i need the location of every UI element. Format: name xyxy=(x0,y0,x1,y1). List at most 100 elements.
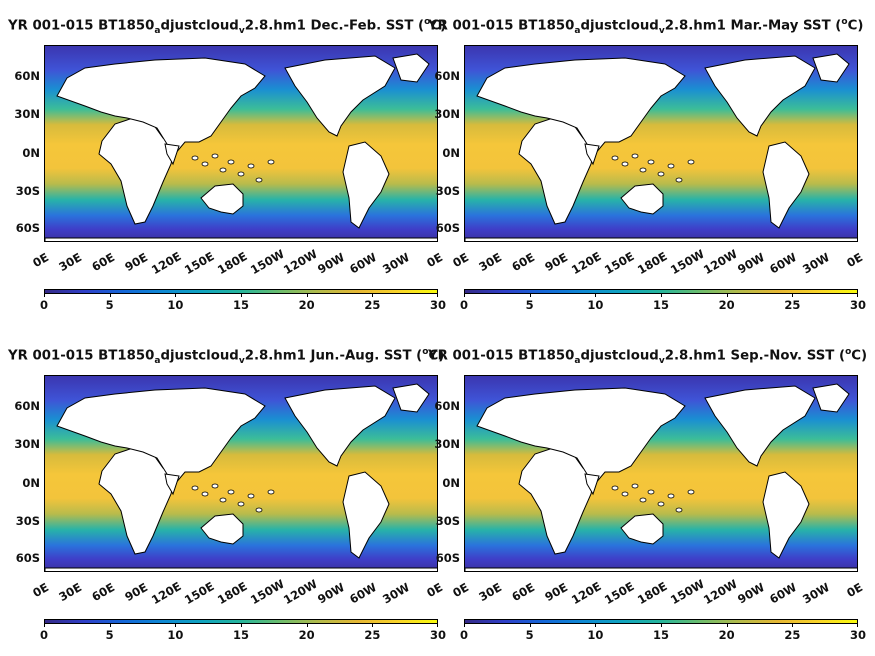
island-5 xyxy=(657,501,665,507)
lat-tick-label: 30N xyxy=(434,437,460,451)
lon-tick-label: 90E xyxy=(541,250,570,275)
island-4 xyxy=(227,489,235,495)
title-sup: o xyxy=(424,17,431,27)
lon-tick-label: 90E xyxy=(541,580,570,605)
lon-tick-label: 60E xyxy=(88,580,117,605)
lon-tick-label: 150E xyxy=(602,579,637,608)
colorbar-tick-label: 15 xyxy=(232,298,250,312)
lon-tick-label: 120E xyxy=(569,579,604,608)
island-3 xyxy=(219,167,227,173)
lon-tick-label: 90E xyxy=(121,580,150,605)
island-5 xyxy=(657,171,665,177)
colorbar-tick xyxy=(175,624,177,627)
lat-tick-label: 30N xyxy=(14,437,40,451)
lon-tick-label: 60E xyxy=(508,250,537,275)
island-7 xyxy=(675,507,683,513)
landmass-1 xyxy=(476,57,686,155)
lon-tick-label: 120E xyxy=(149,249,184,278)
colorbar-tick xyxy=(595,624,597,627)
lon-tick-label: 120W xyxy=(700,246,740,278)
panel-title: YR 001-015 BT1850adjustcloudv2.8.hm1 Mar… xyxy=(428,17,863,36)
colorbar-tick xyxy=(372,624,374,627)
island-8 xyxy=(267,489,275,495)
colorbar-tick-label: 20 xyxy=(298,628,315,642)
colorbar-tick xyxy=(529,624,531,627)
title-end: C) xyxy=(428,348,445,364)
colorbar-tick xyxy=(857,624,858,627)
landmass-6 xyxy=(342,471,390,559)
colorbar-tick xyxy=(464,294,465,297)
colorbar-tick xyxy=(44,294,45,297)
colorbar-tick xyxy=(306,294,308,297)
colorbar-tick-label: 25 xyxy=(784,298,801,312)
lon-tick-label: 60W xyxy=(767,250,800,277)
island-1 xyxy=(201,161,209,167)
title-post: 2.8.hm1 Mar.-May SST ( xyxy=(664,18,842,34)
sst-map xyxy=(44,45,438,242)
landmass-6 xyxy=(762,141,810,229)
landmass-2 xyxy=(584,473,600,496)
title-post: 2.8.hm1 Sep.-Nov. SST ( xyxy=(664,348,846,364)
island-0 xyxy=(191,155,199,161)
lat-tick-label: 60N xyxy=(14,399,40,413)
lon-tick-label: 150W xyxy=(667,246,707,278)
colorbar-tick-label: 0 xyxy=(39,628,49,642)
landmass-1 xyxy=(56,387,266,485)
colorbar-tick-label: 25 xyxy=(364,298,381,312)
sst-map xyxy=(464,45,858,242)
island-8 xyxy=(687,159,695,165)
title-end: C) xyxy=(847,18,864,34)
island-6 xyxy=(247,163,255,169)
landmass-4 xyxy=(284,385,396,467)
colorbar-tick xyxy=(241,294,242,297)
sst-map-field xyxy=(465,46,857,241)
colorbar-tick xyxy=(792,624,794,627)
lon-tick-label: 0E xyxy=(30,250,51,271)
lon-tick-label: 0E xyxy=(844,250,865,271)
island-8 xyxy=(267,159,275,165)
colorbar-tick xyxy=(661,294,662,297)
title-mid: djustcloud xyxy=(580,348,659,364)
title-post: 2.8.hm1 Jun.-Aug. SST ( xyxy=(244,348,423,364)
island-3 xyxy=(219,497,227,503)
lon-tick-label: 0E xyxy=(30,580,51,601)
title-sub2: v xyxy=(658,356,665,367)
lat-tick-label: 60N xyxy=(434,399,460,413)
lon-tick-label: 90W xyxy=(734,580,767,607)
colorbar-tick-label: 25 xyxy=(784,628,801,642)
title-sub: a xyxy=(154,356,161,367)
title-part: YR 001-015 BT1850 xyxy=(428,18,575,34)
landmass-3 xyxy=(200,513,244,545)
island-6 xyxy=(667,163,675,169)
landmass-2 xyxy=(164,473,180,496)
colorbar-tick xyxy=(661,624,662,627)
title-sup: o xyxy=(841,17,848,27)
lat-tick-label: 30S xyxy=(435,514,460,528)
lon-tick-label: 150W xyxy=(667,576,707,608)
lon-tick-label: 60W xyxy=(767,580,800,607)
title-part: YR 001-015 BT1850 xyxy=(8,348,155,364)
colorbar-tick-label: 5 xyxy=(525,298,534,312)
lon-tick-label: 180E xyxy=(635,249,670,278)
colorbar-tick-label: 25 xyxy=(364,628,381,642)
island-6 xyxy=(247,493,255,499)
panel-title: YR 001-015 BT1850adjustcloudv2.8.hm1 Jun… xyxy=(8,347,444,366)
landmass-1 xyxy=(476,387,686,485)
island-1 xyxy=(621,491,629,497)
landmass-5 xyxy=(812,383,850,413)
colorbar-tick xyxy=(241,624,242,627)
lon-tick-label: 90W xyxy=(314,580,347,607)
title-end: C) xyxy=(430,18,447,34)
island-2 xyxy=(631,153,639,159)
lon-tick-label: 150W xyxy=(247,576,287,608)
colorbar-tick-label: 10 xyxy=(167,628,184,642)
colorbar-tick-label: 30 xyxy=(429,628,447,642)
colorbar-tick-label: 10 xyxy=(587,628,604,642)
title-part: YR 001-015 BT1850 xyxy=(8,18,155,34)
lon-tick-label: 30E xyxy=(56,250,84,275)
colorbar-tick-label: 20 xyxy=(298,298,315,312)
landmass-6 xyxy=(342,141,390,229)
title-sup: o xyxy=(422,347,429,357)
colorbar-tick xyxy=(792,294,794,297)
landmass-4 xyxy=(704,55,816,137)
